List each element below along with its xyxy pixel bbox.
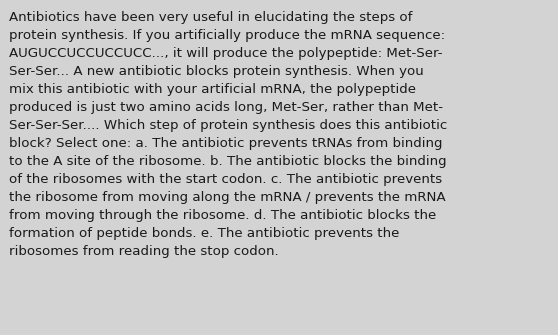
Text: Antibiotics have been very useful in elucidating the steps of
protein synthesis.: Antibiotics have been very useful in elu… [9,11,447,258]
